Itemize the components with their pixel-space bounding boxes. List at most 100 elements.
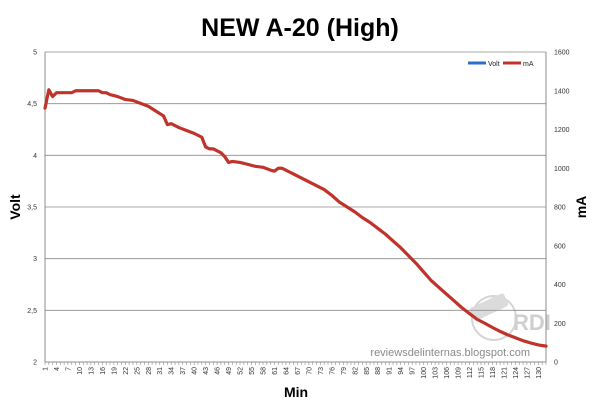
data-point bbox=[97, 90, 100, 92]
x-axis-title: Min bbox=[284, 384, 308, 400]
data-point bbox=[227, 161, 230, 164]
data-point bbox=[461, 307, 463, 309]
x-tick-label: 88 bbox=[375, 367, 382, 375]
data-point bbox=[522, 340, 524, 342]
y-right-tick-label: 0 bbox=[554, 360, 558, 367]
data-point bbox=[273, 170, 276, 172]
legend-label-ma: mA bbox=[523, 61, 534, 68]
data-point bbox=[281, 167, 283, 169]
x-tick-label: 1 bbox=[43, 367, 50, 371]
data-point bbox=[507, 334, 509, 336]
y-right-tick-label: 1000 bbox=[554, 166, 570, 173]
data-point bbox=[545, 345, 547, 347]
data-point bbox=[105, 92, 107, 94]
data-point bbox=[277, 167, 279, 169]
y-right-tick-label: 200 bbox=[554, 321, 566, 328]
watermark-logo: RDI bbox=[469, 293, 551, 341]
watermark-text: reviewsdelinternas.blogspot.com bbox=[370, 347, 530, 359]
right-axis-ticks: 0 200 400 600 800 1000 1200 1400 1600 bbox=[554, 50, 570, 367]
data-point bbox=[537, 344, 539, 346]
x-tick-label: 97 bbox=[410, 367, 417, 375]
x-tick-label: 49 bbox=[226, 367, 233, 375]
x-tick-label: 100 bbox=[421, 367, 428, 379]
data-point bbox=[224, 156, 226, 158]
x-tick-label: 46 bbox=[215, 367, 222, 375]
x-tick-label: 16 bbox=[100, 367, 107, 375]
x-tick-label: 127 bbox=[524, 367, 531, 379]
watermark-logo-text: RDI bbox=[513, 310, 551, 335]
x-axis-ticks: 1 4 7 10 13 16 19 22 25 28 31 34 37 40 43 46 49 52 55 58 61 6… bbox=[43, 362, 547, 379]
data-point bbox=[166, 124, 168, 126]
data-point bbox=[361, 217, 364, 219]
x-tick-label: 109 bbox=[456, 367, 463, 379]
data-point bbox=[315, 185, 318, 187]
data-point bbox=[205, 146, 207, 148]
data-point bbox=[212, 148, 214, 150]
data-point bbox=[300, 177, 302, 179]
x-tick-label: 22 bbox=[123, 367, 130, 375]
data-point bbox=[75, 90, 77, 92]
y-left-tick-label: 2,5 bbox=[27, 308, 37, 315]
x-tick-label: 76 bbox=[329, 367, 336, 375]
x-tick-label: 67 bbox=[295, 367, 302, 375]
y-right-tick-label: 600 bbox=[554, 243, 566, 250]
data-point bbox=[220, 152, 222, 154]
data-point bbox=[124, 98, 126, 101]
y-right-tick-label: 1600 bbox=[554, 50, 570, 57]
y-right-tick-label: 800 bbox=[554, 205, 566, 212]
x-tick-label: 91 bbox=[387, 367, 394, 375]
x-tick-label: 61 bbox=[272, 367, 279, 375]
data-point bbox=[132, 99, 134, 102]
data-point bbox=[201, 136, 203, 138]
x-tick-label: 55 bbox=[249, 367, 256, 375]
data-point bbox=[208, 148, 211, 150]
data-point bbox=[101, 92, 103, 94]
data-point bbox=[369, 221, 371, 224]
data-point bbox=[239, 161, 241, 164]
data-point bbox=[231, 160, 233, 163]
data-point bbox=[55, 92, 58, 94]
chart-title: NEW A-20 (High) bbox=[201, 14, 399, 42]
x-tick-label: 28 bbox=[146, 367, 153, 375]
data-point bbox=[423, 271, 425, 273]
data-point bbox=[86, 90, 88, 92]
x-tick-label: 112 bbox=[467, 367, 474, 378]
data-point bbox=[162, 115, 165, 117]
x-tick-label: 130 bbox=[536, 367, 543, 379]
data-point bbox=[94, 90, 96, 92]
data-point bbox=[430, 280, 432, 282]
x-tick-label: 58 bbox=[260, 367, 267, 375]
x-tick-label: 85 bbox=[364, 367, 371, 375]
data-point bbox=[147, 105, 149, 107]
data-point bbox=[377, 227, 379, 229]
y-right-tick-label: 1400 bbox=[554, 88, 570, 95]
x-tick-label: 52 bbox=[238, 367, 245, 375]
x-tick-label: 121 bbox=[501, 367, 508, 379]
data-point bbox=[292, 173, 295, 175]
x-tick-label: 70 bbox=[306, 367, 313, 375]
data-point bbox=[491, 326, 494, 329]
x-tick-label: 115 bbox=[478, 367, 485, 378]
data-point bbox=[476, 318, 478, 320]
data-point bbox=[453, 300, 455, 302]
series-layer bbox=[43, 88, 548, 348]
data-point bbox=[254, 165, 256, 167]
x-tick-label: 124 bbox=[513, 367, 520, 379]
x-tick-label: 106 bbox=[444, 367, 451, 379]
y-right-tick-label: 400 bbox=[554, 282, 566, 289]
y-left-tick-label: 3,5 bbox=[27, 205, 37, 212]
data-point bbox=[193, 132, 195, 134]
data-point bbox=[468, 312, 471, 315]
legend-label-volt: Volt bbox=[488, 61, 500, 68]
watermark: RDI reviewsdelinternas.blogspot.com bbox=[370, 293, 551, 359]
x-tick-label: 13 bbox=[88, 367, 95, 375]
x-tick-label: 103 bbox=[433, 367, 440, 379]
data-point bbox=[216, 150, 218, 152]
data-point bbox=[59, 92, 61, 94]
data-point bbox=[52, 95, 54, 98]
y-right-tick-label: 1200 bbox=[554, 127, 570, 134]
data-point bbox=[63, 92, 65, 94]
x-tick-label: 118 bbox=[490, 367, 497, 378]
data-point bbox=[247, 163, 249, 165]
data-point bbox=[415, 262, 417, 264]
